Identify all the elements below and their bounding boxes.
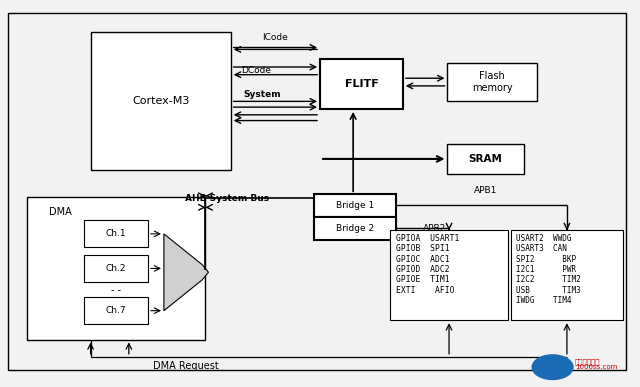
Text: AHB System Bus: AHB System Bus (185, 194, 269, 203)
Text: SRAM: SRAM (468, 154, 502, 164)
Text: USART2  WWDG
USART3  CAN
SPI2      BKP
I2C1      PWR
I2C2      TIM2
USB       TI: USART2 WWDG USART3 CAN SPI2 BKP I2C1 PWR… (516, 234, 581, 305)
Text: Cortex-M3: Cortex-M3 (132, 96, 189, 106)
Polygon shape (164, 234, 209, 311)
Text: Ch.7: Ch.7 (106, 306, 127, 315)
Text: DCode: DCode (241, 66, 271, 75)
Text: 电工基础知识: 电工基础知识 (575, 358, 600, 365)
Text: FLITF: FLITF (344, 79, 378, 89)
Text: DMA Request: DMA Request (154, 361, 219, 372)
Bar (314, 194, 396, 217)
Bar (314, 217, 396, 240)
Text: Ch.1: Ch.1 (106, 229, 127, 238)
Text: ICode: ICode (262, 33, 288, 43)
Bar (447, 144, 524, 174)
Bar (27, 197, 205, 339)
Text: GPIOA  USART1
GPIOB  SPI1
GPIOC  ADC1
GPIOD  ADC2
GPIOE  TIM1
EXTI    AFIO: GPIOA USART1 GPIOB SPI1 GPIOC ADC1 GPIOD… (396, 234, 460, 295)
Circle shape (532, 355, 573, 380)
Bar (84, 220, 148, 247)
Bar (447, 63, 537, 101)
Text: System: System (244, 90, 282, 99)
Text: Flash
memory: Flash memory (472, 71, 513, 93)
Bar (511, 230, 623, 320)
Bar (320, 59, 403, 109)
Text: Bridge 1: Bridge 1 (336, 201, 374, 210)
Bar (390, 230, 508, 320)
Text: APB1: APB1 (474, 186, 497, 195)
Text: Ch.2: Ch.2 (106, 264, 126, 273)
Text: 1006ss.com: 1006ss.com (575, 364, 617, 370)
Bar (84, 297, 148, 324)
Text: Bridge 2: Bridge 2 (336, 224, 374, 233)
Text: DMA: DMA (49, 207, 72, 217)
Bar (84, 255, 148, 282)
Bar (91, 32, 231, 170)
Text: APB2: APB2 (423, 224, 446, 233)
Text: - -: - - (111, 284, 121, 295)
